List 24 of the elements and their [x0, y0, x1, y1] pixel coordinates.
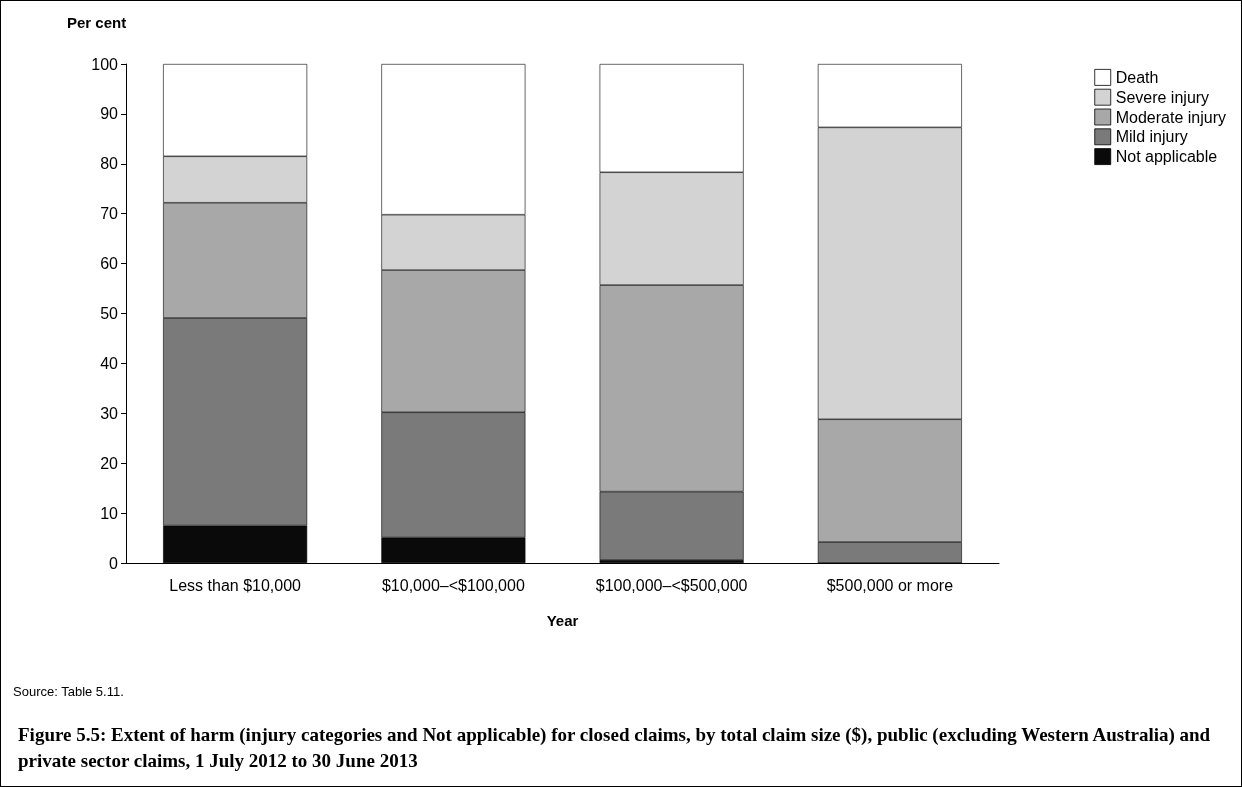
legend-label: Death — [1115, 68, 1159, 86]
y-tick-label: 20 — [100, 454, 119, 472]
legend-label: Severe injury — [1115, 88, 1210, 106]
legend-label: Mild injury — [1115, 128, 1188, 146]
y-tick-label: 60 — [100, 255, 119, 273]
y-tick-label: 40 — [100, 354, 119, 372]
y-axis-title: Per cent — [67, 14, 127, 31]
y-tick-label: 10 — [100, 504, 119, 522]
x-tick-label: $10,000–<$100,000 — [381, 576, 525, 594]
y-tick-label: 0 — [109, 554, 119, 572]
legend-label: Not applicable — [1115, 148, 1218, 166]
text: Figure 5.5: Extent of harm (injury categories and Not applicable) for closed claims, by total claim size ($), public (excluding Western Australia) and private sector claims, 1 July 2012 to 30 June 2013 — [18, 723, 1215, 771]
y-tick-label: 50 — [100, 305, 119, 322]
x-tick-label: $500,000 or more — [826, 576, 954, 594]
x-tick-label: Less than $10,000 — [169, 576, 302, 594]
y-tick-label: 30 — [100, 404, 119, 422]
x-axis-title: Year — [546, 612, 579, 629]
y-tick-label: 100 — [91, 55, 119, 73]
y-tick-label: 90 — [100, 105, 119, 123]
y-tick-label: 80 — [100, 155, 119, 173]
y-tick-label: 70 — [100, 205, 119, 223]
legend-label: Moderate injury — [1115, 108, 1227, 126]
source-note: Source: Table 5.11. — [13, 684, 124, 699]
x-tick-label: $100,000–<$500,000 — [595, 576, 748, 594]
